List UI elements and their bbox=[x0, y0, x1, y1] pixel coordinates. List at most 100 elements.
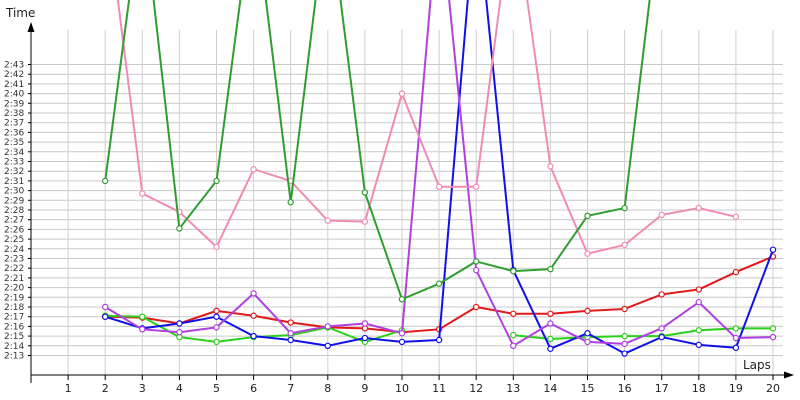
data-point bbox=[732, 268, 740, 276]
data-point bbox=[695, 204, 703, 212]
data-point bbox=[695, 341, 703, 349]
data-point bbox=[361, 334, 369, 342]
data-point bbox=[547, 163, 554, 170]
data-point bbox=[101, 303, 109, 311]
y-tick-label: 2:21 bbox=[4, 274, 24, 284]
data-point bbox=[510, 331, 517, 339]
y-tick-label: 2:39 bbox=[4, 99, 24, 109]
x-tick-label: 9 bbox=[361, 382, 368, 395]
data-point bbox=[361, 189, 369, 196]
data-point bbox=[324, 342, 331, 349]
data-point bbox=[621, 305, 628, 313]
x-tick-label: 19 bbox=[729, 382, 743, 395]
data-point bbox=[658, 211, 665, 219]
data-point bbox=[287, 329, 294, 337]
data-point bbox=[547, 310, 554, 317]
data-point bbox=[658, 333, 665, 341]
y-tick-label: 2:43 bbox=[4, 61, 24, 71]
y-tick-label: 2:15 bbox=[4, 332, 24, 342]
data-point bbox=[213, 313, 220, 320]
axes bbox=[27, 22, 794, 383]
y-tick-label: 2:40 bbox=[4, 90, 24, 100]
series-4 bbox=[101, 0, 777, 349]
x-tick-label: 7 bbox=[287, 382, 294, 395]
data-point bbox=[510, 267, 517, 275]
data-point bbox=[435, 336, 443, 344]
y-tick-label: 2:26 bbox=[4, 225, 24, 235]
data-point bbox=[510, 310, 517, 317]
data-point bbox=[176, 225, 183, 232]
data-point bbox=[769, 246, 777, 253]
y-tick-label: 2:27 bbox=[4, 216, 24, 226]
x-tick-label: 16 bbox=[618, 382, 632, 395]
data-point bbox=[287, 336, 294, 344]
data-point bbox=[547, 320, 554, 327]
y-tick-label: 2:38 bbox=[4, 109, 24, 119]
data-point bbox=[695, 286, 703, 293]
y-tick-label: 2:22 bbox=[4, 264, 24, 274]
y-tick-label: 2:18 bbox=[4, 303, 24, 313]
y-tick-label: 2:19 bbox=[4, 293, 24, 303]
y-tick-label: 2:23 bbox=[4, 255, 24, 265]
data-point bbox=[361, 320, 369, 327]
x-tick-labels: 1 2 3 4 5 6 7 8 9 10 11 12 13 14 15 16 17 18 19 20 bbox=[65, 375, 780, 395]
y-tick-label: 2:24 bbox=[4, 245, 24, 255]
y-tick-label: 2:41 bbox=[4, 80, 24, 90]
y-tick-label: 2:14 bbox=[4, 342, 24, 352]
data-point bbox=[547, 345, 554, 352]
y-tick-label: 2:20 bbox=[4, 284, 24, 294]
data-point bbox=[473, 258, 480, 265]
data-point bbox=[398, 296, 406, 303]
x-tick-label: 14 bbox=[543, 382, 557, 395]
y-tick-label: 2:25 bbox=[4, 235, 24, 245]
y-tick-label: 2:13 bbox=[4, 352, 24, 362]
data-point bbox=[473, 183, 480, 190]
data-point bbox=[547, 265, 554, 273]
data-point bbox=[584, 212, 591, 220]
data-point bbox=[398, 329, 406, 337]
data-point bbox=[584, 329, 591, 337]
data-point bbox=[213, 243, 220, 251]
x-tick-label: 11 bbox=[432, 382, 446, 395]
x-tick-label: 8 bbox=[324, 382, 331, 395]
x-tick-label: 20 bbox=[766, 382, 780, 395]
series-5 bbox=[116, 0, 740, 257]
data-point bbox=[139, 313, 146, 320]
x-tick-label: 4 bbox=[176, 382, 183, 395]
x-tick-label: 6 bbox=[250, 382, 257, 395]
series-line bbox=[116, 0, 737, 255]
y-tick-label: 2:35 bbox=[4, 138, 24, 148]
data-point bbox=[361, 218, 369, 225]
y-tick-label: 2:28 bbox=[4, 206, 24, 216]
data-point bbox=[139, 326, 146, 333]
y-tick-label: 2:31 bbox=[4, 177, 24, 187]
data-point bbox=[621, 350, 628, 357]
y-tick-label: 2:34 bbox=[4, 148, 24, 158]
data-point bbox=[584, 338, 591, 346]
data-point bbox=[621, 241, 628, 249]
series-line bbox=[104, 0, 651, 301]
data-point bbox=[176, 329, 183, 336]
data-point bbox=[213, 324, 220, 331]
x-tick-label: 5 bbox=[213, 382, 220, 395]
data-point bbox=[398, 338, 406, 346]
data-point bbox=[213, 177, 220, 185]
y-axis-title: Time bbox=[5, 6, 35, 20]
series-6 bbox=[101, 0, 651, 303]
x-axis-arrow bbox=[784, 371, 794, 379]
x-tick-label: 13 bbox=[506, 382, 520, 395]
y-tick-label: 2:32 bbox=[4, 167, 24, 177]
data-point bbox=[732, 344, 740, 351]
y-tick-label: 2:17 bbox=[4, 313, 24, 323]
x-tick-label: 18 bbox=[692, 382, 706, 395]
y-tick-labels: 2:132:142:152:162:172:182:192:202:212:22… bbox=[4, 61, 31, 362]
data-point bbox=[250, 312, 257, 319]
data-point bbox=[510, 342, 517, 349]
x-axis-title: Laps bbox=[743, 358, 771, 372]
data-point bbox=[584, 250, 591, 257]
x-tick-label: 3 bbox=[139, 382, 146, 395]
data-point bbox=[695, 327, 703, 334]
x-tick-label: 15 bbox=[581, 382, 595, 395]
data-point bbox=[176, 320, 183, 327]
x-tick-label: 17 bbox=[655, 382, 669, 395]
